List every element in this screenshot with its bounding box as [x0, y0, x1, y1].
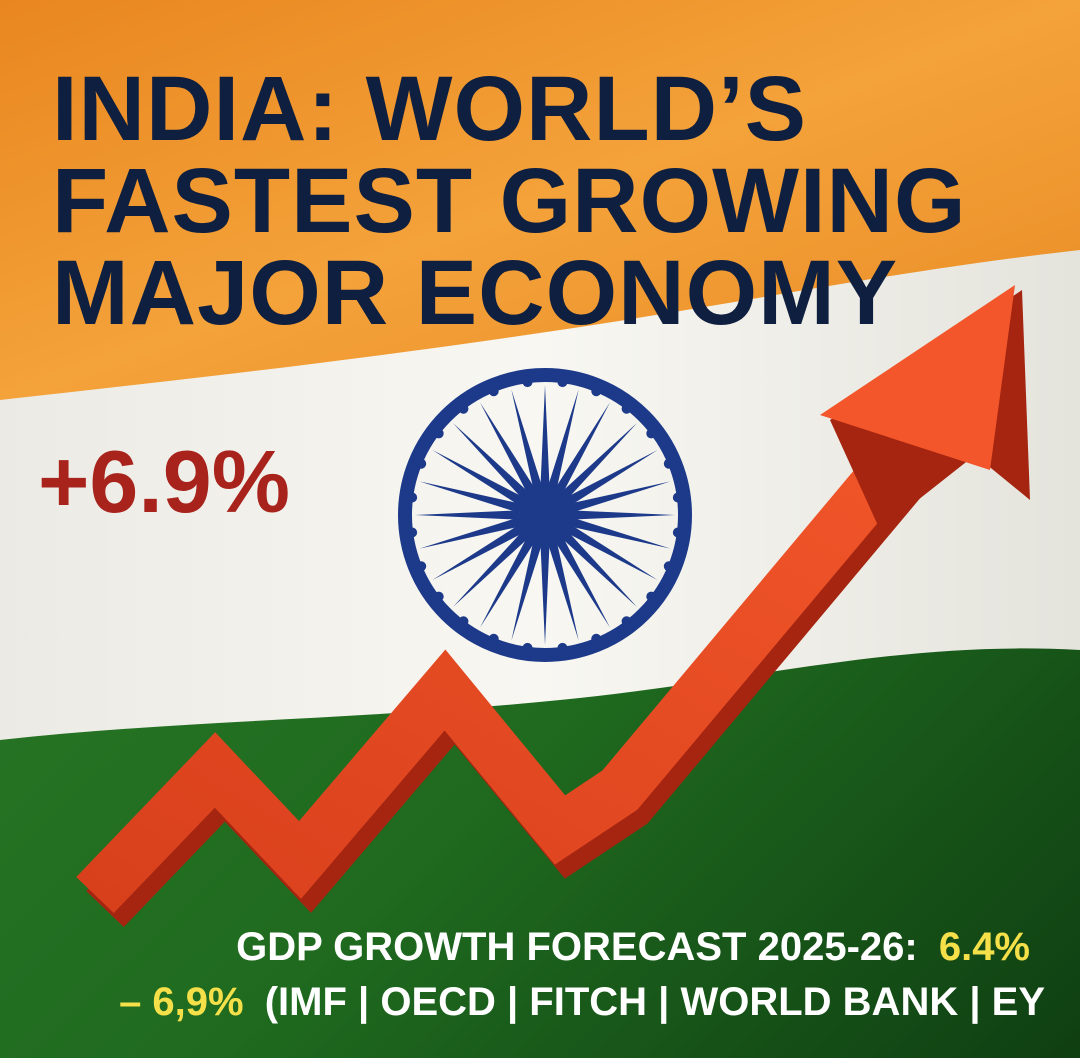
ashoka-chakra — [398, 368, 692, 662]
footer-figure: – 6,9% — [119, 980, 244, 1024]
chakra-dot — [433, 428, 444, 439]
chakra-dot — [407, 492, 418, 503]
chakra-spoke — [547, 389, 579, 492]
footer-text: GDP GROWTH FORECAST 2025-26: — [236, 925, 918, 969]
chakra-dot — [646, 591, 657, 602]
title-line: MAJOR ECONOMY — [52, 242, 898, 344]
chakra-dot — [621, 616, 632, 627]
chakra-dot — [522, 642, 533, 653]
chakra-spoke — [453, 423, 531, 501]
chakra-spoke — [568, 481, 671, 513]
chakra-spoke — [453, 529, 531, 607]
chakra-dot — [621, 403, 632, 414]
chakra-dot — [663, 561, 674, 572]
chakra-spoke — [419, 517, 522, 549]
footer-figure: 6.4% — [939, 925, 1030, 969]
footer-line: – 6,9% (IMF | OECD | FITCH | WORLD BANK … — [119, 980, 1045, 1024]
arrow-body — [76, 403, 950, 914]
chakra-spoke — [559, 423, 637, 501]
chakra-spoke — [540, 540, 550, 645]
headline-figure: +6.9% — [38, 432, 290, 531]
chakra-dot — [433, 591, 444, 602]
chakra-spoke — [419, 481, 522, 513]
chakra-spoke — [480, 402, 537, 496]
chakra-dot — [672, 492, 683, 503]
chakra-spoke — [553, 402, 610, 496]
chakra-spoke — [564, 523, 658, 580]
chakra-dot — [591, 386, 602, 397]
chakra-spoke — [480, 534, 537, 628]
chakra-dot — [407, 527, 418, 538]
chakra-dot — [458, 403, 469, 414]
chakra-dot — [557, 642, 568, 653]
chakra-spoke — [511, 538, 543, 641]
arrow-head — [820, 285, 1015, 470]
chakra-spoke — [568, 517, 671, 549]
chakra-dot — [458, 616, 469, 627]
chakra-spoke — [432, 523, 526, 580]
saffron-band — [0, 0, 1080, 400]
chakra-spoke — [540, 385, 550, 490]
chakra-spoke — [564, 450, 658, 507]
chakra-hub — [519, 489, 571, 541]
title-line: INDIA: WORLD’S — [52, 58, 807, 160]
chakra-dot — [672, 527, 683, 538]
title-line: FASTEST GROWING — [52, 150, 967, 252]
chakra-dot — [416, 561, 427, 572]
chakra-spoke — [415, 510, 520, 520]
chakra-dot — [488, 633, 499, 644]
chakra-spoke — [432, 450, 526, 507]
chakra-spoke — [553, 534, 610, 628]
footer-line: GDP GROWTH FORECAST 2025-26: 6.4% — [236, 925, 1030, 969]
chakra-dot — [488, 386, 499, 397]
chakra-dot — [646, 428, 657, 439]
chakra-spoke — [547, 538, 579, 641]
chakra-dot — [522, 377, 533, 388]
footer-text: (IMF | OECD | FITCH | WORLD BANK | EY — [265, 980, 1046, 1024]
chakra-dot — [591, 633, 602, 644]
chakra-spoke — [570, 510, 675, 520]
chakra-dot — [557, 377, 568, 388]
chakra-rim — [398, 368, 692, 662]
chakra-dot — [416, 458, 427, 469]
chakra-spoke — [559, 529, 637, 607]
chakra-spoke — [511, 389, 543, 492]
chakra-dot — [663, 458, 674, 469]
